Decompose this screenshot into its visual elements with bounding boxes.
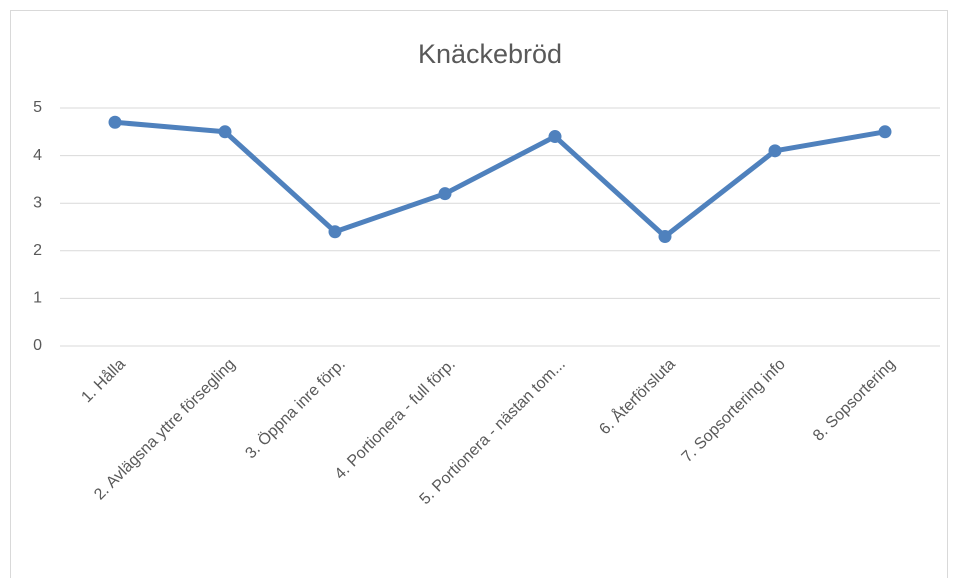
y-tick-label: 3 (33, 194, 42, 211)
y-tick-label: 1 (33, 290, 42, 307)
data-point (328, 225, 342, 239)
data-point (438, 187, 452, 201)
y-tick-label: 5 (33, 99, 42, 116)
data-point (768, 144, 782, 158)
y-tick-label: 4 (33, 147, 42, 164)
data-point (658, 230, 672, 244)
data-point (108, 115, 122, 129)
data-point (878, 125, 892, 139)
chart-title: Knäckebröd (418, 39, 562, 69)
data-point (548, 130, 562, 144)
data-line (114, 119, 886, 240)
data-point (218, 125, 232, 139)
y-tick-label: 0 (33, 337, 42, 354)
chart-border (10, 10, 948, 578)
y-tick-label: 2 (33, 242, 42, 259)
